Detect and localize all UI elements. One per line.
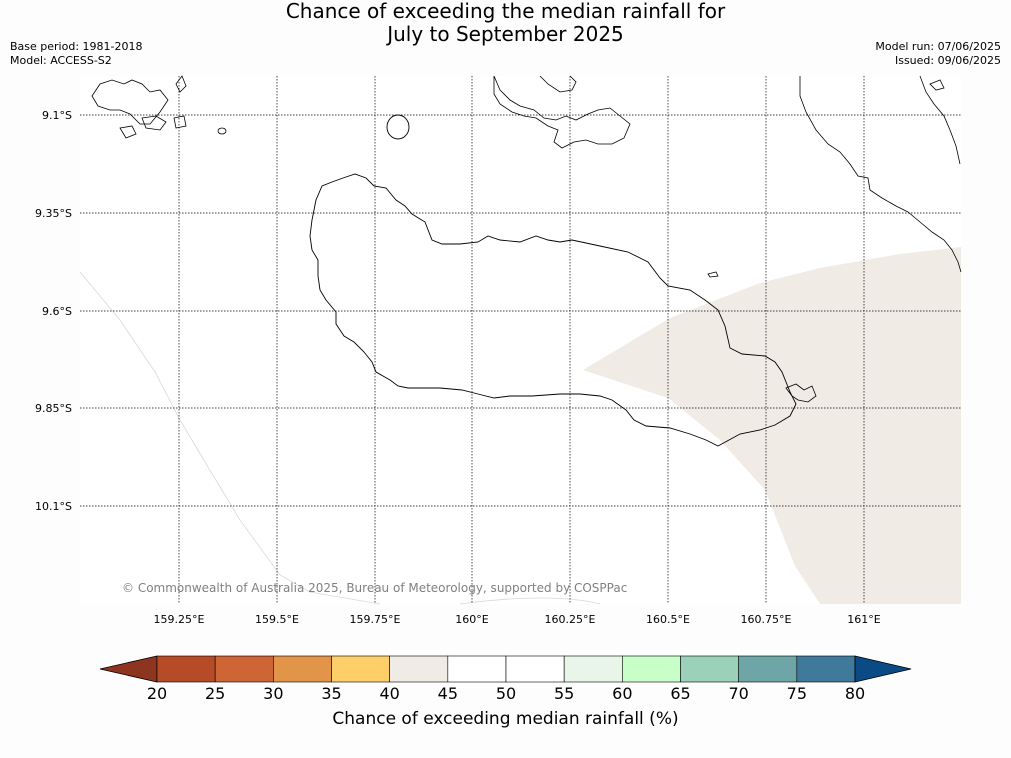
issued-date: Issued: 09/06/2025 <box>894 54 1001 67</box>
lat-label: 9.1°S <box>42 109 72 122</box>
copyright-notice: © Commonwealth of Australia 2025, Bureau… <box>122 581 627 595</box>
domain-edge-line <box>79 271 381 605</box>
lon-label: 160.75°E <box>741 613 792 626</box>
colorbar-segment <box>447 655 507 683</box>
meta-left: Base period: 1981-2018 Model: ACCESS-S2 <box>10 40 142 68</box>
colorbar-tick-label: 55 <box>553 684 575 703</box>
colorbar-tick-label: 70 <box>728 684 749 703</box>
model-name: Model: ACCESS-S2 <box>10 54 112 67</box>
colorbar-segment <box>331 655 390 683</box>
meta-right: Model run: 07/06/2025 Issued: 09/06/2025 <box>875 40 1001 68</box>
malaita-coastline <box>799 76 962 273</box>
colorbar <box>99 655 912 683</box>
colorbar-tick-label: 20 <box>146 684 168 703</box>
colorbar-tick-label: 35 <box>321 684 342 703</box>
lon-label: 159.25°E <box>154 613 205 626</box>
colorbar-tick-label: 25 <box>204 684 226 703</box>
guadalcanal-coastline <box>309 173 797 447</box>
colorbar-tick-label: 40 <box>379 684 400 703</box>
colorbar-tick-label: 60 <box>612 684 633 703</box>
nggela-north-coast <box>539 75 577 93</box>
colorbar-segment <box>214 655 274 683</box>
gridlines <box>80 76 961 604</box>
colorbar-segment <box>389 655 449 683</box>
lat-labels: 9.1°S 9.35°S 9.6°S 9.85°S 10.1°S <box>35 109 72 513</box>
title-line-2: July to September 2025 <box>387 22 624 46</box>
colorbar-tick-label: 50 <box>495 684 517 703</box>
colorbar-segment <box>622 655 681 683</box>
colorbar-segments <box>156 655 856 683</box>
lon-label: 161°E <box>847 613 880 626</box>
malaita-northeast-coast <box>919 75 961 165</box>
small-island <box>707 271 719 278</box>
lat-label: 10.1°S <box>35 500 72 513</box>
russell-islet-4 <box>175 75 187 93</box>
colorbar-segment <box>680 655 739 683</box>
lon-label: 160.5°E <box>646 613 690 626</box>
colorbar-tick-label: 75 <box>786 684 808 703</box>
base-period: Base period: 1981-2018 <box>10 40 143 53</box>
lon-label: 160°E <box>455 613 488 626</box>
colorbar-segment <box>505 655 565 683</box>
marau-islets <box>785 383 817 403</box>
colorbar-tick-label: 45 <box>437 684 459 703</box>
russell-islands <box>91 79 169 125</box>
colorbar-segment <box>738 655 798 683</box>
colorbar-tick-label: 80 <box>844 684 866 703</box>
russell-islet-3 <box>173 115 187 129</box>
colorbar-title: Chance of exceeding median rainfall (%) <box>332 709 679 729</box>
title-line-1: Chance of exceeding the median rainfall … <box>285 0 726 23</box>
lat-label: 9.35°S <box>35 207 72 220</box>
lat-label: 9.6°S <box>42 305 72 318</box>
colorbar-tick-label: 30 <box>263 684 284 703</box>
colorbar-under-arrow <box>99 655 158 683</box>
russell-islet-1 <box>119 125 137 139</box>
lat-label: 9.85°S <box>35 402 72 415</box>
nggela-islands <box>493 75 631 149</box>
colorbar-over-arrow <box>854 655 912 683</box>
malaita-islet <box>929 79 945 91</box>
lon-label: 159.5°E <box>255 613 299 626</box>
lon-label: 159.75°E <box>350 613 401 626</box>
lon-labels: 159.25°E 159.5°E 159.75°E 160°E 160.25°E… <box>154 613 881 626</box>
model-run: Model run: 07/06/2025 <box>875 40 1001 53</box>
colorbar-segment <box>273 655 332 683</box>
map-title: Chance of exceeding the median rainfall … <box>0 0 1011 46</box>
colorbar-segment <box>563 655 623 683</box>
domain-edge-line-bottom <box>459 597 601 605</box>
shaded-region-40-45 <box>583 247 961 604</box>
russell-islet-2 <box>141 115 167 131</box>
colorbar-segment <box>796 655 856 683</box>
russell-islet-5 <box>217 127 227 135</box>
colorbar-segment <box>156 655 216 683</box>
colorbar-tick-label: 65 <box>670 684 691 703</box>
lon-label: 160.25°E <box>545 613 596 626</box>
